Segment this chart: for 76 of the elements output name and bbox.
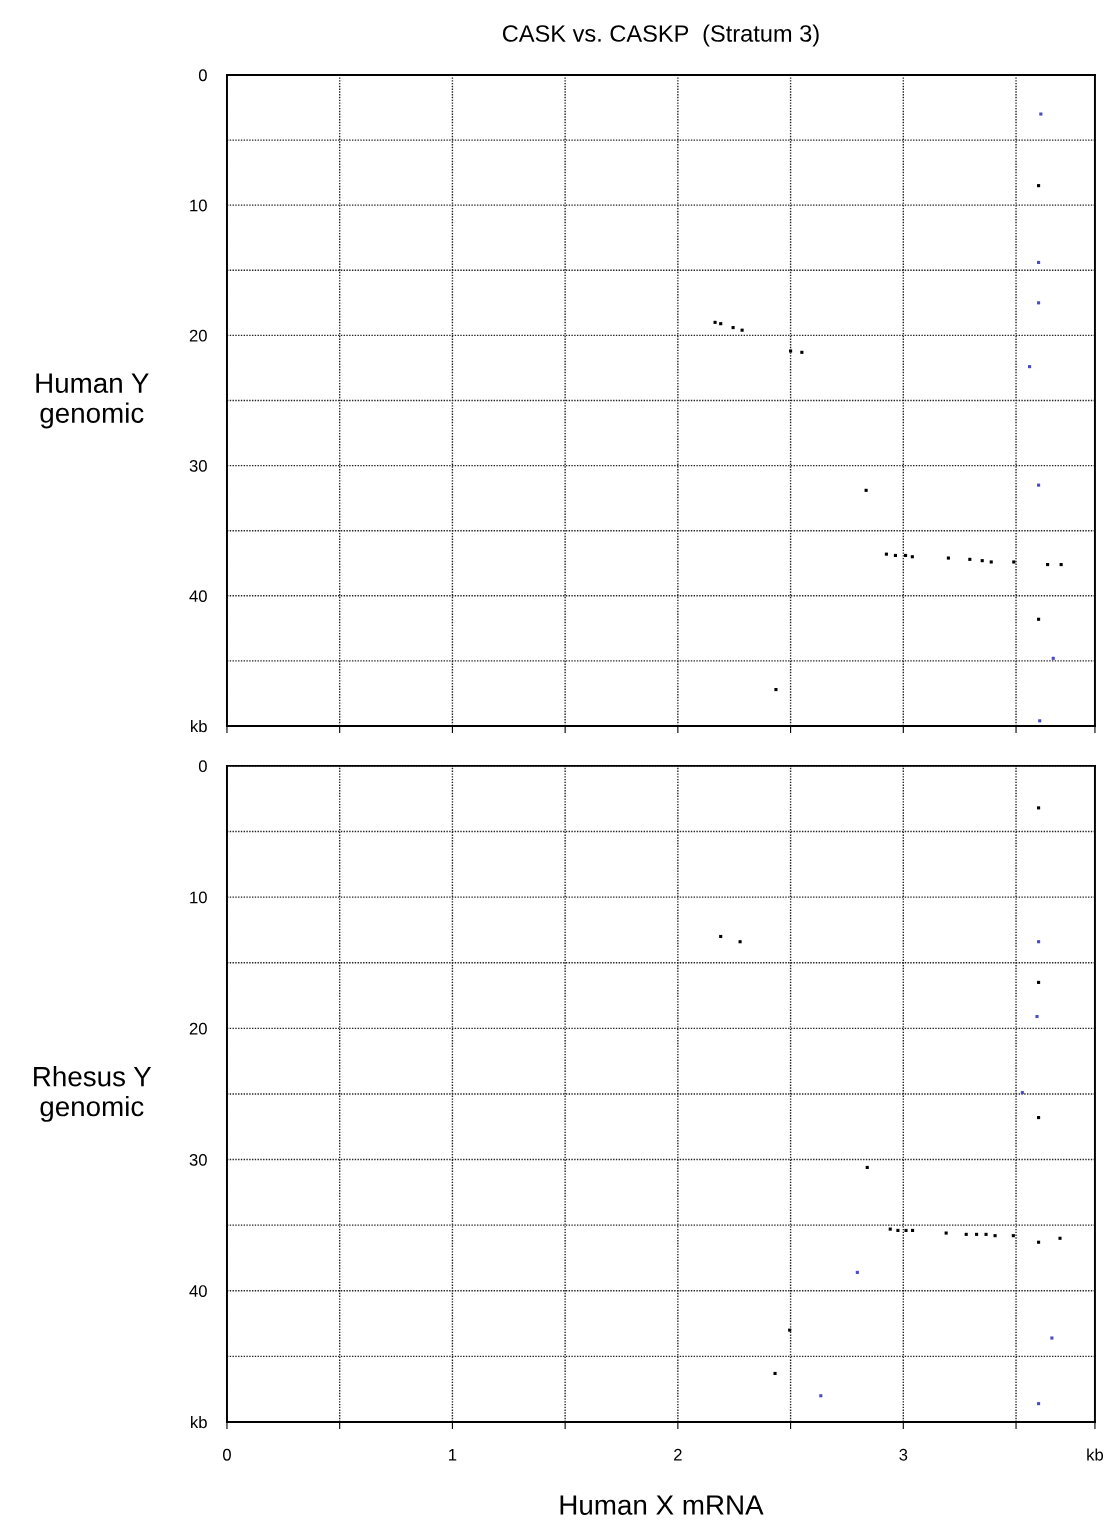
point (1037, 617, 1041, 621)
x-tick-label: 2 (674, 1448, 682, 1461)
point (1037, 184, 1041, 188)
point (888, 1227, 892, 1231)
y-tick-label: 0 (198, 760, 207, 773)
point (1039, 112, 1043, 116)
x-tick-label: 1 (449, 1449, 457, 1461)
point (731, 326, 735, 330)
x-tick-label: 3 (899, 1448, 908, 1461)
point (964, 1232, 968, 1236)
point (896, 1228, 900, 1232)
y-tick-label: 40 (189, 590, 207, 603)
point (911, 1228, 915, 1232)
point (855, 1270, 859, 1274)
point (719, 934, 723, 939)
point (1051, 656, 1055, 660)
point (1011, 1234, 1015, 1238)
x-tick-label: 0 (222, 1448, 231, 1461)
y-tick-label: 10 (190, 891, 207, 904)
point (980, 559, 984, 563)
point (975, 1232, 979, 1236)
point (1058, 1236, 1062, 1240)
point (910, 555, 914, 559)
point (1037, 260, 1041, 265)
point (1035, 1014, 1039, 1019)
point (904, 1228, 908, 1232)
point (1059, 563, 1063, 567)
point (1012, 560, 1016, 564)
point (800, 350, 804, 354)
point (1028, 365, 1032, 369)
point (904, 553, 908, 557)
point (893, 553, 897, 557)
point (1037, 1116, 1041, 1120)
point (719, 322, 723, 326)
y-axis-title: Human Y genomic (36, 373, 149, 429)
chart-title: CASK vs. CASKP (Stratum 3) (502, 24, 819, 47)
y-tick-label: 40 (189, 1285, 207, 1297)
y-tick-label: kb (191, 1415, 207, 1429)
point (993, 1234, 997, 1238)
y-tick-label: 20 (189, 329, 207, 342)
y-tick-label: 30 (189, 1153, 207, 1166)
point (1037, 483, 1041, 487)
point (946, 556, 950, 560)
y-tick-label: 10 (190, 199, 207, 212)
point (774, 688, 778, 692)
point (740, 328, 744, 332)
point (789, 349, 793, 353)
x-tick-label: kb (1087, 1448, 1104, 1461)
point (984, 1232, 988, 1236)
point (864, 488, 868, 492)
point (819, 1394, 823, 1398)
point (1037, 980, 1041, 984)
point (1037, 806, 1041, 810)
y-tick-label: kb (191, 719, 207, 733)
point (944, 1231, 948, 1235)
y-tick-label: 0 (198, 69, 207, 82)
point (1037, 301, 1041, 305)
point (788, 1328, 792, 1332)
point (1050, 1336, 1054, 1340)
point (1038, 719, 1042, 723)
y-axis-title: Rhesus Y genomic (34, 1066, 152, 1122)
point (713, 320, 717, 324)
point (1046, 563, 1050, 567)
x-axis-title: Human X mRNA (560, 1495, 764, 1515)
point (968, 557, 972, 561)
y-tick-label: 30 (189, 460, 207, 472)
point (1037, 1402, 1041, 1406)
point (738, 940, 742, 944)
point (1037, 1240, 1041, 1244)
point (1037, 940, 1041, 944)
y-tick-label: 20 (189, 1022, 207, 1035)
point (773, 1371, 777, 1376)
point (865, 1165, 869, 1169)
point (989, 560, 993, 564)
point (884, 552, 888, 556)
point (1020, 1091, 1024, 1095)
